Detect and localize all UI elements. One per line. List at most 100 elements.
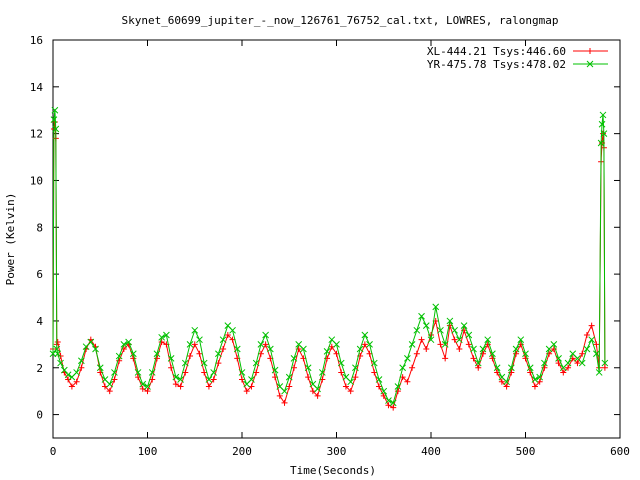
y-tick-label: 14 xyxy=(30,81,44,94)
chart-title: Skynet_60699_jupiter_-_now_126761_76752_… xyxy=(121,14,558,27)
data-point xyxy=(318,369,326,376)
legend-label: YR-475.78 Tsys:478.02 xyxy=(427,58,566,71)
data-point xyxy=(361,331,369,339)
data-point xyxy=(73,369,80,376)
data-point xyxy=(191,326,199,334)
data-point xyxy=(177,376,184,383)
data-point xyxy=(262,331,269,339)
data-point xyxy=(437,326,444,334)
data-point xyxy=(583,345,591,353)
data-point xyxy=(565,364,572,371)
data-point xyxy=(408,340,416,348)
data-point xyxy=(125,338,132,346)
x-tick-label: 200 xyxy=(232,445,252,458)
data-point xyxy=(290,355,298,362)
data-point xyxy=(238,369,246,376)
data-point xyxy=(376,383,383,390)
data-point xyxy=(187,353,194,360)
data-point xyxy=(205,383,212,390)
y-tick-label: 10 xyxy=(30,174,43,187)
series-layer xyxy=(49,106,609,411)
data-point xyxy=(455,336,463,344)
y-tick-label: 6 xyxy=(36,268,43,281)
data-point xyxy=(601,359,609,367)
data-point xyxy=(599,111,607,119)
data-point xyxy=(404,355,411,362)
data-point xyxy=(366,340,373,348)
series-line xyxy=(52,110,606,404)
data-point xyxy=(352,364,359,372)
data-point xyxy=(305,374,312,381)
data-point xyxy=(144,383,151,390)
x-tick-label: 100 xyxy=(138,445,158,458)
data-point xyxy=(130,355,137,362)
data-point xyxy=(262,341,269,348)
data-point xyxy=(531,383,538,390)
data-point xyxy=(526,364,534,372)
series-1 xyxy=(50,118,608,411)
data-point xyxy=(163,331,170,339)
x-tick-label: 500 xyxy=(516,445,536,458)
data-point xyxy=(49,350,57,358)
x-tick-label: 400 xyxy=(421,445,441,458)
data-point xyxy=(479,345,487,353)
data-point xyxy=(361,341,368,348)
data-point xyxy=(172,381,179,388)
data-point xyxy=(266,345,274,353)
data-point xyxy=(64,371,72,379)
data-point xyxy=(172,373,180,381)
data-point xyxy=(579,350,586,357)
data-point xyxy=(601,364,608,371)
data-point xyxy=(276,392,283,399)
data-point xyxy=(323,348,331,355)
data-point xyxy=(139,380,147,388)
data-point xyxy=(593,341,600,348)
x-axis-label: Time(Seconds) xyxy=(290,464,376,477)
data-point xyxy=(441,340,449,348)
data-point xyxy=(375,376,383,383)
data-point xyxy=(536,373,544,381)
data-point xyxy=(599,130,606,137)
x-tick-label: 0 xyxy=(50,445,57,458)
data-point xyxy=(271,366,279,374)
data-point xyxy=(586,60,594,68)
data-point xyxy=(427,336,435,344)
data-point xyxy=(186,340,194,348)
data-point xyxy=(333,340,340,348)
data-point xyxy=(196,336,203,344)
data-point xyxy=(51,106,59,114)
data-point xyxy=(182,369,189,376)
data-point xyxy=(253,369,260,376)
data-point xyxy=(111,376,118,383)
data-point xyxy=(281,399,288,406)
data-point xyxy=(437,341,444,348)
data-point xyxy=(432,303,440,311)
data-point xyxy=(252,359,260,367)
data-point xyxy=(257,340,265,348)
data-point xyxy=(167,355,175,362)
data-point xyxy=(115,352,123,360)
data-point xyxy=(446,317,454,325)
y-tick-label: 8 xyxy=(36,221,43,234)
data-point xyxy=(219,336,227,344)
data-point xyxy=(286,383,293,390)
data-point xyxy=(503,383,510,390)
data-point xyxy=(352,374,359,381)
data-point xyxy=(285,373,293,381)
data-point xyxy=(134,369,142,376)
data-point xyxy=(587,48,593,54)
data-point xyxy=(233,345,241,353)
data-point xyxy=(314,392,321,399)
data-point xyxy=(489,350,496,358)
data-point xyxy=(371,369,378,376)
data-point xyxy=(442,355,449,362)
data-point xyxy=(304,364,312,372)
data-point xyxy=(522,350,529,358)
data-point xyxy=(356,345,364,353)
data-point xyxy=(451,336,458,343)
data-point xyxy=(347,388,354,395)
data-point xyxy=(385,397,392,404)
data-point xyxy=(531,376,539,383)
data-point xyxy=(413,350,420,357)
